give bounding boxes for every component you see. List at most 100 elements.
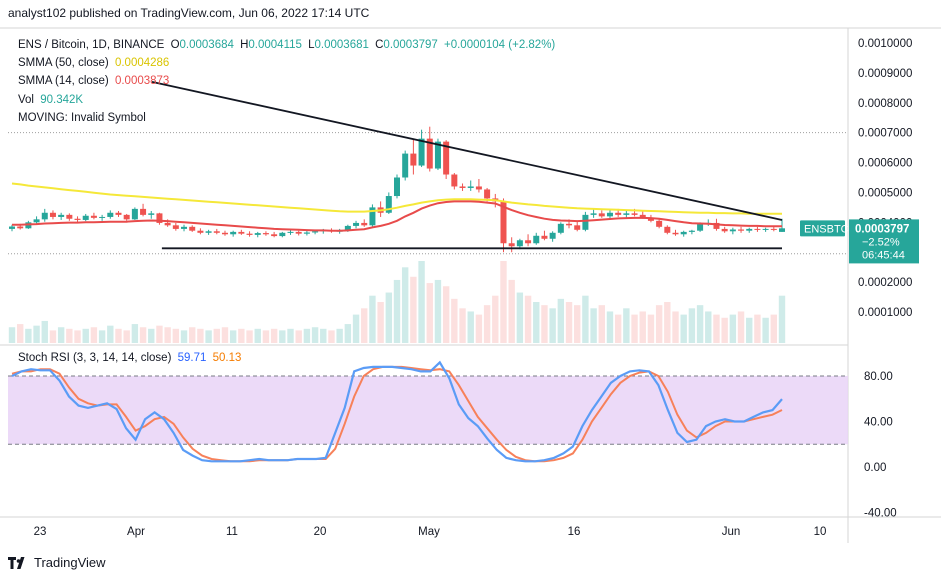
candle-body <box>566 223 573 226</box>
volume-row[interactable]: Vol 90.342K <box>18 91 555 109</box>
candle-body <box>451 174 458 187</box>
candle-body <box>459 186 466 188</box>
candle-body <box>246 233 253 235</box>
volume-bar <box>737 311 745 343</box>
candle-body <box>770 228 777 230</box>
volume-bar <box>598 305 605 343</box>
candle-body <box>221 232 228 235</box>
candle-body <box>746 228 753 231</box>
candle-body <box>254 233 261 235</box>
time-tick-label: 23 <box>34 526 47 538</box>
candle-body <box>475 186 482 190</box>
volume-bar <box>746 317 753 343</box>
stoch-rsi-pane <box>8 360 848 463</box>
volume-bar <box>123 330 130 343</box>
candle-body <box>779 228 785 232</box>
candle-body <box>443 141 450 175</box>
candle-body <box>426 138 433 169</box>
volume-bar <box>623 308 630 343</box>
rsi-tick-label: -40.00 <box>864 508 897 520</box>
candle-body <box>49 212 56 217</box>
ohlc-c: 0.0003797 <box>383 39 438 51</box>
candle-body <box>123 214 130 220</box>
candle-body <box>738 229 745 231</box>
volume-bar <box>229 330 237 343</box>
candle-body <box>213 231 220 233</box>
volume-bar <box>172 328 180 343</box>
sma50-value: 0.0004286 <box>114 57 170 70</box>
volume-bar <box>434 279 442 343</box>
volume-bar <box>713 314 720 343</box>
candle-body <box>99 216 106 218</box>
sma14-row[interactable]: SMMA (14, close) 0.0003873 <box>18 72 555 90</box>
rsi-label: Stoch RSI (3, 3, 14, 14, close) <box>18 352 172 364</box>
candle-body <box>582 214 589 230</box>
candle-body <box>140 208 147 215</box>
candle-body <box>287 231 294 233</box>
volume-bar <box>770 314 778 343</box>
volume-bar <box>82 328 89 343</box>
candle-body <box>754 228 761 230</box>
candle-body <box>279 232 286 237</box>
volume-bar <box>500 261 507 343</box>
ohlc-h-label: H <box>240 39 249 51</box>
volume-bar <box>778 295 786 343</box>
volume-bar <box>246 330 253 343</box>
candle-body <box>115 212 122 215</box>
volume-bar <box>508 279 515 343</box>
candle-body <box>402 153 409 178</box>
sma50-line <box>11 182 782 215</box>
candle-body <box>533 235 540 244</box>
volume-bar <box>16 324 24 343</box>
volume-bar <box>164 327 171 343</box>
publisher-header: analyst102 published on TradingView.com,… <box>8 6 370 20</box>
volume-bar <box>180 330 188 343</box>
candle-body <box>9 226 15 229</box>
ohlc-h: 0.0004115 <box>248 39 302 51</box>
candle-body <box>107 212 114 217</box>
rsi-d-value: 50.13 <box>212 352 242 364</box>
volume-bar <box>377 302 384 343</box>
price-tick-label: 0.0009000 <box>858 68 912 80</box>
volume-bar <box>762 317 769 343</box>
volume-bar <box>590 308 597 343</box>
rsi-legend[interactable]: Stoch RSI (3, 3, 14, 14, close) 59.71 50… <box>18 352 241 364</box>
candle-body <box>66 214 73 219</box>
price-tick-label: 0.0002000 <box>858 277 912 289</box>
volume-bar <box>418 261 425 343</box>
sma50-row[interactable]: SMMA (50, close) 0.0004286 <box>18 54 555 72</box>
candle-body <box>549 232 556 239</box>
volume-bar <box>442 286 450 343</box>
moving-averages <box>11 182 782 232</box>
candle-body <box>394 177 400 197</box>
volume-bar <box>328 330 335 343</box>
volume-bar <box>107 325 114 343</box>
sma14-label: SMMA (14, close) <box>18 75 109 88</box>
volume-bar <box>492 295 499 343</box>
sma50-label: SMMA (50, close) <box>18 57 109 70</box>
candle-body <box>189 226 196 231</box>
candle-body <box>713 222 720 229</box>
ohlc-o-label: O <box>170 39 180 51</box>
vol-label: Vol <box>18 93 34 106</box>
volume-bar <box>541 305 548 343</box>
volume-bar <box>156 325 163 343</box>
volume-bar <box>631 314 638 343</box>
volume-bar <box>352 314 360 343</box>
tradingview-footer[interactable]: TradingView <box>8 555 106 570</box>
volume-bar <box>467 311 474 343</box>
volume-bar <box>557 298 565 343</box>
volume-bar <box>565 302 573 343</box>
volume-bar <box>696 305 704 343</box>
volume-bar <box>655 305 663 343</box>
volume-bar <box>705 311 712 343</box>
price-grid <box>0 27 941 543</box>
volume-bar <box>320 328 327 343</box>
candle-body <box>172 225 179 229</box>
volume-bar <box>270 328 278 343</box>
volume-bar <box>606 311 614 343</box>
volume-bar <box>385 292 393 343</box>
moving-row[interactable]: MOVING: Invalid Symbol <box>18 109 555 127</box>
ticker-badge <box>800 220 845 237</box>
